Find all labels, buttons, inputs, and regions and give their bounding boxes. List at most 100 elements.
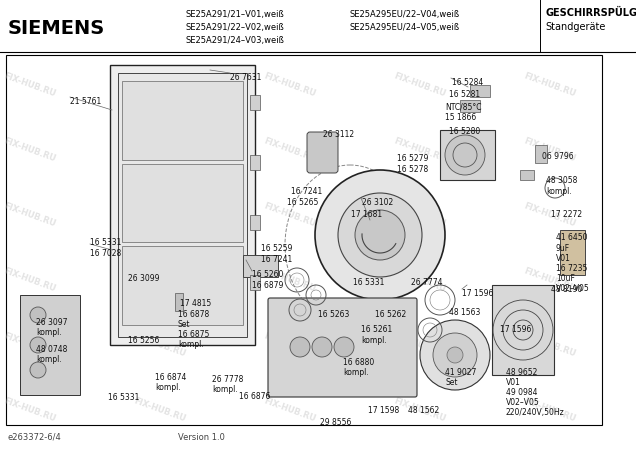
Text: NTC/85°C: NTC/85°C <box>445 102 481 111</box>
Text: 16 5259: 16 5259 <box>261 244 293 253</box>
Circle shape <box>445 135 485 175</box>
Text: FIX-HUB.RU: FIX-HUB.RU <box>3 72 57 99</box>
Text: Set: Set <box>445 378 457 387</box>
Text: 16 6880: 16 6880 <box>343 358 374 367</box>
Bar <box>122 246 243 325</box>
Text: 26 3099: 26 3099 <box>128 274 160 283</box>
Circle shape <box>338 193 422 277</box>
Text: 48 1562: 48 1562 <box>408 406 439 415</box>
Text: FIX-HUB.RU: FIX-HUB.RU <box>263 332 317 359</box>
Text: FIX-HUB.RU: FIX-HUB.RU <box>393 266 447 293</box>
Bar <box>250 275 260 290</box>
Circle shape <box>334 337 354 357</box>
Text: kompl.: kompl. <box>36 355 62 364</box>
Text: 48 9652: 48 9652 <box>506 368 537 377</box>
Bar <box>122 81 243 160</box>
Text: 26 3102: 26 3102 <box>362 198 393 207</box>
Text: 16 7241: 16 7241 <box>291 187 322 196</box>
Circle shape <box>290 337 310 357</box>
Bar <box>250 95 260 110</box>
Text: FIX-HUB.RU: FIX-HUB.RU <box>133 136 187 163</box>
Text: 48 3058: 48 3058 <box>546 176 577 185</box>
Text: Standgeräte: Standgeräte <box>545 22 605 32</box>
Text: 220/240V,50Hz: 220/240V,50Hz <box>506 408 565 417</box>
Text: FIX-HUB.RU: FIX-HUB.RU <box>133 332 187 359</box>
Text: 16 5331: 16 5331 <box>108 393 139 402</box>
Bar <box>110 65 255 345</box>
Text: 16 5281: 16 5281 <box>449 90 480 99</box>
Text: 9uF: 9uF <box>556 244 570 253</box>
Circle shape <box>315 170 445 300</box>
Text: SE25A291/24–V03,weiß: SE25A291/24–V03,weiß <box>185 36 284 45</box>
Text: 16 5262: 16 5262 <box>375 310 406 319</box>
Text: FIX-HUB.RU: FIX-HUB.RU <box>263 72 317 99</box>
Text: 48 0748: 48 0748 <box>36 345 67 354</box>
Text: 16 6878: 16 6878 <box>178 310 209 319</box>
Text: 26 3097: 26 3097 <box>36 318 67 327</box>
Text: FIX-HUB.RU: FIX-HUB.RU <box>263 396 317 423</box>
Circle shape <box>30 337 46 353</box>
Text: 16 5280: 16 5280 <box>449 127 480 136</box>
Bar <box>243 255 278 277</box>
Text: GESCHIRRSPÜLGERÄTE: GESCHIRRSPÜLGERÄTE <box>545 8 636 18</box>
Text: Set: Set <box>178 320 191 329</box>
Text: 29 8556: 29 8556 <box>320 418 351 427</box>
Text: FIX-HUB.RU: FIX-HUB.RU <box>523 202 577 229</box>
Bar <box>20 295 80 395</box>
Text: SE25A295EU/22–V04,weiß: SE25A295EU/22–V04,weiß <box>350 10 460 19</box>
Text: 26 7778: 26 7778 <box>212 375 244 384</box>
Text: 16 7241: 16 7241 <box>261 255 293 264</box>
Text: FIX-HUB.RU: FIX-HUB.RU <box>3 136 57 163</box>
Text: kompl.: kompl. <box>155 383 181 392</box>
Text: FIX-HUB.RU: FIX-HUB.RU <box>523 136 577 163</box>
Text: 10uF: 10uF <box>556 274 575 283</box>
Text: 17 1598: 17 1598 <box>368 406 399 415</box>
Text: Version 1.0: Version 1.0 <box>178 433 225 442</box>
Text: FIX-HUB.RU: FIX-HUB.RU <box>393 332 447 359</box>
Bar <box>440 130 495 180</box>
Text: 17 2272: 17 2272 <box>551 210 582 219</box>
Bar <box>535 145 547 163</box>
Circle shape <box>453 143 477 167</box>
Circle shape <box>433 333 477 377</box>
Text: 16 5261: 16 5261 <box>361 325 392 334</box>
Text: FIX-HUB.RU: FIX-HUB.RU <box>523 266 577 293</box>
Text: FIX-HUB.RU: FIX-HUB.RU <box>133 202 187 229</box>
Bar <box>122 164 243 243</box>
Text: FIX-HUB.RU: FIX-HUB.RU <box>393 396 447 423</box>
Text: 15 1866: 15 1866 <box>445 113 476 122</box>
FancyBboxPatch shape <box>307 132 338 173</box>
Text: 16 7235: 16 7235 <box>556 264 588 273</box>
Text: 17 4815: 17 4815 <box>180 299 211 308</box>
Text: SIEMENS: SIEMENS <box>8 19 105 38</box>
Text: 21 5761: 21 5761 <box>70 97 101 106</box>
Bar <box>250 155 260 170</box>
Text: V01: V01 <box>556 254 571 263</box>
Text: FIX-HUB.RU: FIX-HUB.RU <box>3 266 57 293</box>
Circle shape <box>420 320 490 390</box>
Text: kompl.: kompl. <box>343 368 369 377</box>
Text: 16 5260: 16 5260 <box>252 270 284 279</box>
Text: 17 1681: 17 1681 <box>351 210 382 219</box>
Text: 16 5331: 16 5331 <box>353 278 384 287</box>
Text: 16 6875: 16 6875 <box>178 330 209 339</box>
Text: 16 5256: 16 5256 <box>128 336 160 345</box>
Text: 16 6879: 16 6879 <box>252 281 284 290</box>
Text: 48 1563: 48 1563 <box>449 308 480 317</box>
Text: 16 5278: 16 5278 <box>397 165 428 174</box>
Bar <box>118 73 247 337</box>
Text: SE25A295EU/24–V05,weiß: SE25A295EU/24–V05,weiß <box>350 23 460 32</box>
Text: 16 5279: 16 5279 <box>397 154 429 163</box>
Text: 16 5331: 16 5331 <box>90 238 121 247</box>
Circle shape <box>312 337 332 357</box>
Text: 17 1596: 17 1596 <box>500 325 531 334</box>
Text: 16 6876: 16 6876 <box>239 392 270 401</box>
Text: FIX-HUB.RU: FIX-HUB.RU <box>133 266 187 293</box>
Text: FIX-HUB.RU: FIX-HUB.RU <box>523 72 577 99</box>
Text: FIX-HUB.RU: FIX-HUB.RU <box>3 202 57 229</box>
Circle shape <box>30 307 46 323</box>
Text: kompl.: kompl. <box>178 340 204 349</box>
Text: 26 7774: 26 7774 <box>411 278 443 287</box>
Text: kompl.: kompl. <box>546 187 572 196</box>
Text: 16 5284: 16 5284 <box>452 78 483 87</box>
